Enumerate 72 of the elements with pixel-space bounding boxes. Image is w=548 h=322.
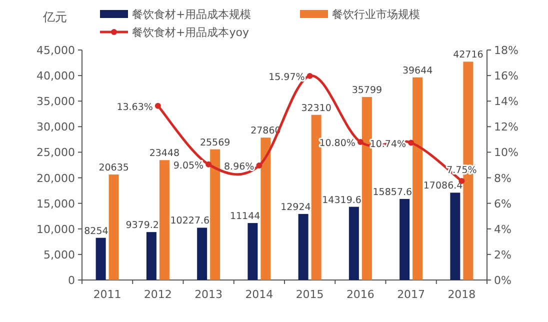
x-tick-label: 2011 [93,288,122,301]
legend-label: 餐饮行业市场规模 [332,8,420,21]
data-label: 25569 [200,137,230,148]
x-tick-label: 2015 [296,288,324,301]
data-label: 35799 [352,85,382,96]
legend-label: 餐饮食材+用品成本yoy [132,26,250,39]
bar [311,114,322,280]
y2-tick-label: 14% [494,95,518,108]
y2-tick-label: 12% [494,120,518,134]
y2-tick-label: 6% [494,197,512,210]
y2-tick-label: 2% [494,248,512,262]
y-tick-label: 5,000 [44,248,75,262]
y-tick-label: 15,000 [36,197,75,210]
data-label: 42716 [453,50,484,61]
point [154,102,161,109]
y2-tick-label: 4% [494,222,512,236]
y-tick-label: 35,000 [36,95,75,108]
y-tick-label: 0 [68,274,75,287]
legend-label: 餐饮食材+用品成本规模 [132,8,252,21]
y-axis-title: 亿元 [42,10,67,24]
data-label: 12924 [280,202,311,213]
point [408,140,414,146]
point [357,139,364,145]
y2-tick-label: 0% [494,274,512,287]
bar [400,198,410,280]
point [256,162,262,169]
point [206,161,212,168]
data-label: 39644 [402,65,433,76]
bar [108,174,119,280]
data-label: 13.63% [116,102,153,113]
bar [159,160,170,280]
x-tick-label: 2016 [346,288,374,301]
y-tick-label: 30,000 [36,120,75,134]
y2-tick-label: 18% [494,44,518,57]
y2-tick-label: 10% [494,146,518,160]
data-label: 8254 [84,226,108,237]
bar [248,223,258,280]
y2-tick-label: 8% [494,172,512,185]
bar [298,214,308,280]
bar [260,138,271,280]
y-tick-label: 40,000 [36,70,75,83]
data-label: 17086.4 [423,180,463,192]
bar [450,192,460,280]
x-tick-label: 2012 [144,288,172,301]
data-label: 15857.6 [372,186,412,198]
y-tick-label: 20,000 [36,172,75,185]
data-label: 9379.2 [126,220,159,232]
data-label: 32310 [301,102,332,114]
data-label: 11144 [230,211,260,222]
y2-tick-label: 16% [494,70,518,83]
point [306,72,313,79]
bar [197,228,208,280]
bar [210,149,220,280]
data-label: 20635 [98,162,129,174]
x-tick-label: 2018 [448,288,476,301]
x-tick-label: 2017 [397,288,426,301]
bar [412,77,423,280]
data-label: 23448 [149,148,180,160]
data-label: 9.05% [173,160,204,172]
x-tick-label: 2014 [245,288,274,301]
data-label: 10227.6 [170,216,210,227]
y-tick-label: 45,000 [36,44,75,57]
data-label: 15.97% [268,72,305,83]
x-tick-label: 2013 [194,288,223,301]
bar [146,232,156,280]
y-tick-label: 10,000 [36,222,75,236]
bar [362,97,372,280]
data-label: 8.96% [224,162,254,173]
y-tick-label: 25,000 [36,146,75,160]
data-label: 14319.6 [322,194,362,206]
bar [96,238,106,280]
bar [348,206,359,280]
